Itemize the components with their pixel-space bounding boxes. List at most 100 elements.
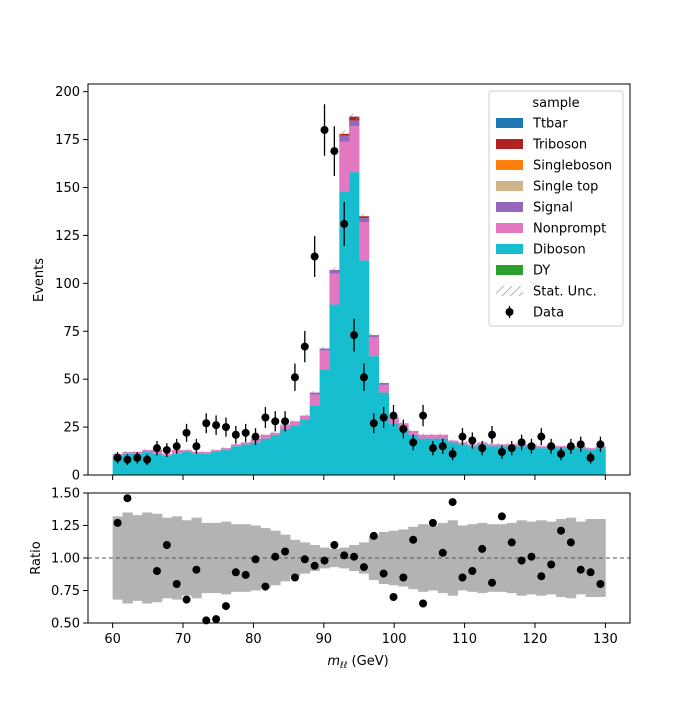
bar-diboson bbox=[575, 448, 587, 475]
ratio-point bbox=[300, 555, 309, 564]
ratio-point bbox=[507, 538, 516, 547]
legend-label: Data bbox=[533, 306, 564, 321]
ratio-point bbox=[231, 568, 240, 577]
data-point bbox=[389, 411, 398, 420]
ratio-band-bin bbox=[585, 519, 596, 597]
ratio-band-bin bbox=[536, 520, 547, 596]
stat-unc-bin bbox=[585, 447, 596, 450]
x-tick-label: 120 bbox=[523, 632, 548, 647]
data-point bbox=[507, 444, 516, 453]
stat-unc-bin bbox=[221, 447, 231, 450]
x-tick-label: 100 bbox=[382, 632, 407, 647]
bar-diboson bbox=[211, 452, 222, 475]
x-tick-label: 80 bbox=[245, 632, 262, 647]
bar-diboson bbox=[477, 444, 488, 475]
stat-unc-bin bbox=[339, 130, 350, 137]
bar-nonprompt bbox=[408, 430, 419, 435]
bar-diboson bbox=[487, 446, 498, 475]
bar-diboson bbox=[467, 446, 478, 475]
ratio-y-tick-label: 1.50 bbox=[51, 487, 80, 502]
ratio-x-axis: 60 70 80 90 100 110 120 130 bbox=[104, 623, 618, 647]
main-y-axis-label: Events bbox=[32, 258, 47, 302]
data-point bbox=[251, 432, 260, 441]
stat-unc-bin bbox=[359, 213, 369, 219]
data-point bbox=[497, 448, 506, 456]
main-y-tick-label: 50 bbox=[63, 373, 80, 388]
legend: sample Ttbar Triboson Singleboson Single to… bbox=[488, 90, 624, 327]
ratio-y-tick-label: 0.50 bbox=[51, 617, 80, 632]
ratio-point bbox=[586, 568, 595, 577]
ratio-y-tick-label: 0.75 bbox=[51, 584, 80, 599]
legend-swatch-triboson bbox=[496, 139, 523, 149]
legend-swatch-diboson bbox=[496, 244, 523, 254]
bar-nonprompt bbox=[329, 273, 340, 305]
ratio-point bbox=[320, 556, 329, 565]
bar-diboson bbox=[191, 453, 202, 475]
ratio-point bbox=[557, 526, 566, 535]
data-point bbox=[212, 421, 221, 430]
stat-unc-bin bbox=[536, 445, 547, 448]
legend-label: Diboson bbox=[533, 243, 586, 258]
bar-nonprompt bbox=[309, 394, 320, 406]
data-point bbox=[448, 449, 457, 458]
x-tick-label: 110 bbox=[452, 632, 477, 647]
stat-unc-bin bbox=[556, 445, 566, 448]
data-point bbox=[527, 442, 536, 451]
data-point bbox=[133, 453, 142, 462]
data-point bbox=[537, 432, 546, 441]
bar-signal bbox=[359, 218, 370, 222]
ratio-point bbox=[192, 565, 201, 574]
data-point bbox=[202, 419, 211, 428]
data-point bbox=[143, 455, 152, 464]
ratio-band-bin bbox=[388, 530, 399, 586]
bar-diboson bbox=[260, 438, 271, 475]
data-point bbox=[419, 411, 428, 420]
ratio-point bbox=[448, 498, 457, 507]
data-point bbox=[488, 430, 497, 439]
legend-entries: Ttbar Triboson Singleboson Single top Signal… bbox=[496, 117, 612, 321]
bar-signal bbox=[339, 135, 350, 142]
bar-diboson bbox=[112, 455, 123, 475]
ratio-point bbox=[123, 494, 132, 503]
data-point bbox=[172, 442, 181, 451]
stat-unc-bin bbox=[290, 420, 300, 423]
stat-unc-bin bbox=[240, 441, 251, 444]
stat-unc-bin bbox=[378, 381, 389, 385]
ratio-point bbox=[202, 616, 211, 625]
data-points bbox=[113, 104, 605, 466]
bar-nonprompt bbox=[319, 350, 330, 370]
stat-unc-bin bbox=[496, 443, 507, 446]
legend-label: Signal bbox=[533, 201, 573, 216]
stat-unc-bin bbox=[408, 429, 419, 433]
bar-diboson bbox=[280, 429, 291, 475]
data-point bbox=[409, 438, 418, 447]
ratio-point bbox=[389, 593, 398, 601]
ratio-point bbox=[340, 551, 349, 560]
stat-unc-bin bbox=[270, 431, 281, 434]
ratio-band-bin bbox=[437, 522, 449, 594]
bar-diboson bbox=[388, 423, 399, 475]
bar-nonprompt bbox=[378, 384, 389, 393]
legend-label: Single top bbox=[533, 180, 598, 195]
ratio-band-bin bbox=[171, 516, 183, 600]
main-y-tick-label: 200 bbox=[55, 85, 80, 100]
bar-nonprompt bbox=[349, 126, 360, 173]
ratio-point bbox=[399, 573, 408, 582]
main-y-tick-label: 125 bbox=[55, 229, 80, 244]
data-point bbox=[557, 449, 566, 458]
data-point bbox=[123, 455, 132, 464]
ratio-point bbox=[576, 565, 585, 574]
data-point bbox=[359, 373, 368, 382]
main-y-axis: 0 25 50 75 100 125 150 175 200 bbox=[55, 85, 88, 484]
data-point bbox=[438, 442, 447, 451]
ratio-y-axis-label: Ratio bbox=[29, 541, 44, 574]
ratio-point bbox=[537, 572, 546, 581]
stat-unc-bin bbox=[122, 450, 133, 454]
stat-unc-bin bbox=[201, 450, 212, 454]
data-point bbox=[547, 442, 556, 451]
data-point bbox=[330, 147, 339, 156]
ratio-point bbox=[428, 518, 437, 527]
main-y-tick-label: 75 bbox=[63, 325, 80, 340]
ratio-band-bin bbox=[368, 535, 380, 581]
